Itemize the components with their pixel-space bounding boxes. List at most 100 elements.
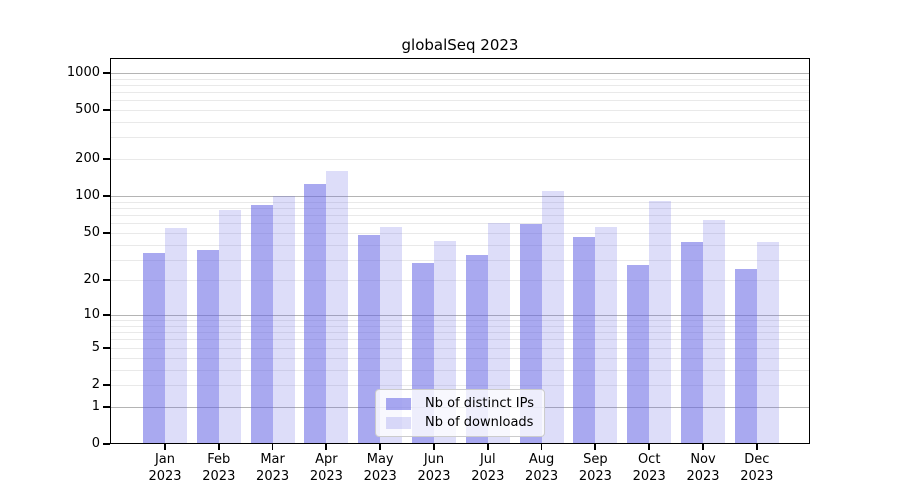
bar-downloads-feb [218,209,241,444]
x-tick-month: Jun [423,452,445,467]
x-tick-mark [164,444,166,450]
x-tick-label: Apr 2023 [294,451,358,485]
y-tick-label: 10 [83,307,100,323]
x-tick-month: Jul [479,452,496,467]
gridline-minor [110,369,810,371]
bar-downloads-jul [487,223,510,444]
y-tick-mark [103,158,110,160]
gridline-minor [110,201,810,203]
legend-swatch-downloads [386,416,412,429]
gridline-minor [110,84,810,86]
x-tick-mark [755,444,758,450]
x-tick-month: Apr [315,452,338,467]
x-tick-mark [702,444,704,450]
x-tick-month: Oct [637,452,661,467]
bar-downloads-jan [165,227,187,444]
gridline-minor [110,384,810,386]
y-tick-label: 5 [91,339,100,355]
x-tick-label: Mar 2023 [241,451,305,485]
x-tick-month: Mar [260,452,285,467]
bar-downloads-oct [649,200,672,444]
gridline-minor [110,92,810,94]
x-tick-label: Aug 2023 [510,451,574,485]
y-tick-mark [103,279,110,282]
legend: Nb of distinct IPs Nb of downloads [375,389,545,437]
y-tick-mark [103,314,110,316]
legend-row-distinct-ips: Nb of distinct IPs [386,396,534,411]
x-tick-month: Jan [154,452,176,467]
x-tick-mark [486,444,489,450]
x-tick-year: 2023 [578,469,612,484]
bar-downloads-sep [595,226,618,444]
y-tick-mark [103,231,110,234]
y-tick-label: 0 [91,436,100,451]
gridline-minor [110,78,810,80]
x-tick-mark [594,444,597,450]
x-tick-mark [271,444,274,450]
gridline-minor [110,100,810,102]
x-tick-year: 2023 [525,469,559,484]
x-tick-month: Nov [690,452,716,467]
y-tick-mark [103,346,110,349]
y-tick-mark [103,109,110,111]
bar-distinct-ips-dec [734,269,757,444]
gridline-minor [110,207,810,209]
bar-distinct-ips-oct [627,265,650,444]
bar-distinct-ips-nov [681,241,703,444]
gridline-minor [110,320,810,322]
gridline-minor [110,259,810,261]
gridline-minor [110,325,810,327]
x-tick-year: 2023 [309,469,343,484]
x-tick-mark [648,444,650,450]
x-tick-label: Jan 2023 [133,451,197,485]
gridline-minor [110,137,810,139]
legend-label-downloads: Nb of downloads [425,415,534,430]
x-tick-month: Feb [207,452,231,467]
x-tick-mark [325,444,328,450]
x-tick-label: May 2023 [348,451,412,485]
bar-distinct-ips-sep [573,237,596,444]
gridline-minor [110,232,810,234]
gridline-minor [110,347,810,349]
y-tick-mark [103,405,110,408]
y-tick-label: 2 [91,376,100,392]
x-tick-year: 2023 [256,469,290,484]
x-tick-label: Jul 2023 [456,451,520,485]
bar-downloads-dec [756,241,779,444]
gridline-minor [110,110,810,112]
gridline-major [110,72,810,74]
x-tick-month: May [366,452,394,467]
x-tick-label: Nov 2023 [671,451,735,485]
plot-area: Nb of distinct IPs Nb of downloads [110,58,810,444]
x-tick-month: Dec [744,452,770,467]
y-tick-mark [103,383,110,386]
y-tick-mark [103,443,110,445]
legend-row-downloads: Nb of downloads [386,415,534,430]
x-tick-year: 2023 [471,469,505,484]
bar-distinct-ips-jan [143,253,165,444]
x-tick-mark [217,444,220,450]
x-tick-mark [379,444,381,450]
legend-label-distinct-ips: Nb of distinct IPs [425,396,534,411]
x-tick-year: 2023 [632,469,666,484]
chart-title: globalSeq 2023 [401,36,519,54]
y-tick-label: 50 [83,224,100,240]
y-tick-label: 20 [83,272,100,288]
x-tick-label: Jun 2023 [402,451,466,485]
bar-distinct-ips-apr [304,184,327,444]
bar-downloads-aug [541,191,564,444]
x-tick-mark [540,444,543,450]
x-tick-year: 2023 [740,469,774,484]
x-tick-label: Oct 2023 [617,451,681,485]
bar-distinct-ips-feb [196,250,219,444]
gridline-minor [110,223,810,225]
x-tick-year: 2023 [686,469,720,484]
gridline-minor [110,357,810,359]
bar-distinct-ips-may [358,234,381,444]
gridline-minor [110,159,810,161]
bar-downloads-nov [703,219,725,444]
x-tick-year: 2023 [202,469,236,484]
x-tick-label: Dec 2023 [725,451,789,485]
bar-downloads-apr [326,171,349,444]
